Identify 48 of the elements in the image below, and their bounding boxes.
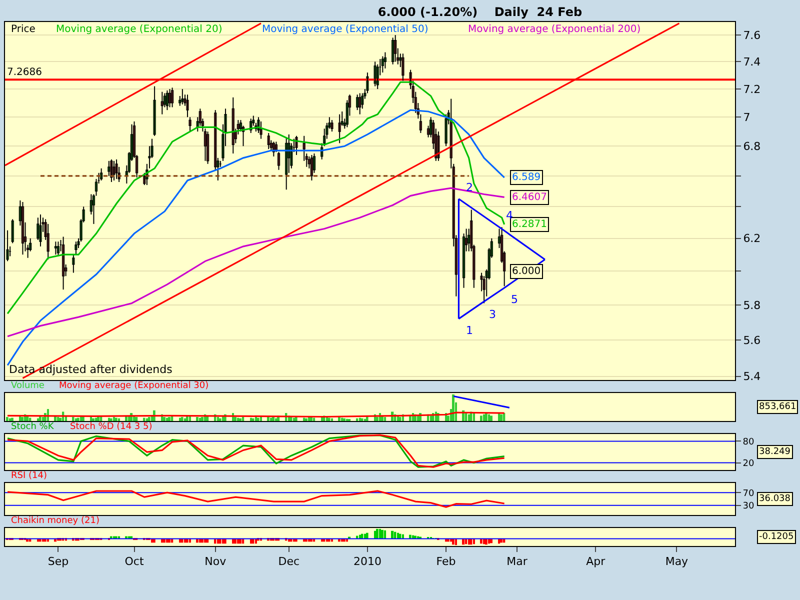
- chart-title: 6.000 (-1.20%) Daily 24 Feb: [378, 5, 583, 20]
- annotation: Data adjusted after dividends: [9, 363, 173, 376]
- annotation: 2: [466, 181, 473, 194]
- y-tick-label: 80: [742, 437, 755, 448]
- y-tick-label: 5.8: [743, 298, 761, 312]
- series-label: Stoch %K: [11, 422, 55, 432]
- y-tick-label: 6.8: [743, 140, 761, 153]
- x-tick-label: Feb: [436, 555, 456, 568]
- text: 6.000: [512, 266, 541, 277]
- annotation: 5: [511, 293, 518, 306]
- text: Moving average (Exponential 50): [262, 24, 428, 35]
- annotation: 3: [489, 308, 496, 321]
- x-tick-label: Nov: [204, 555, 227, 568]
- x-tick-label: Oct: [124, 555, 144, 568]
- series-label: Stoch %D (14 3 5): [70, 422, 152, 432]
- y-tick-label: 7.2: [743, 82, 761, 96]
- text: Price: [11, 24, 36, 35]
- text: Moving average (Exponential 20): [56, 24, 222, 35]
- text: Moving average (Exponential 30): [59, 381, 209, 391]
- x-tick-label: Apr: [586, 555, 606, 568]
- x-tick-label: 2010: [353, 555, 382, 568]
- x-tick-label: May: [665, 555, 689, 568]
- y-tick-label: 7.4: [743, 56, 761, 69]
- y-tick-label: 70: [742, 488, 755, 499]
- y-tick-label: 30: [742, 502, 755, 512]
- text: -0.1205: [759, 532, 794, 542]
- text: Volume: [11, 381, 45, 391]
- series-label: RSI (14): [11, 471, 47, 481]
- text: Moving average (Exponential 200): [468, 24, 641, 35]
- series-label: Chaikin money (21): [11, 516, 100, 526]
- text: 38.249: [759, 447, 791, 457]
- x-tick-label: Mar: [506, 555, 528, 568]
- y-tick-label: 5.6: [743, 334, 761, 347]
- y-tick-label: 7.6: [743, 28, 761, 42]
- data-label: 6.4607: [512, 192, 547, 203]
- text: 36.038: [759, 494, 791, 504]
- x-tick-label: Dec: [278, 555, 300, 568]
- data-label: 6.2871: [512, 219, 547, 230]
- y-tick-label: 5.4: [743, 370, 761, 384]
- ref-line-label: 7.2686: [7, 67, 42, 78]
- y-tick-label: 6.2: [743, 232, 761, 246]
- annotation: 1: [466, 324, 473, 337]
- y-tick-label: 7: [743, 111, 750, 124]
- text: 853,661: [759, 402, 796, 412]
- annotation: 4: [506, 209, 513, 222]
- data-label: 6.589: [512, 172, 541, 183]
- y-tick-label: 20: [742, 458, 755, 469]
- x-tick-label: Sep: [48, 555, 69, 568]
